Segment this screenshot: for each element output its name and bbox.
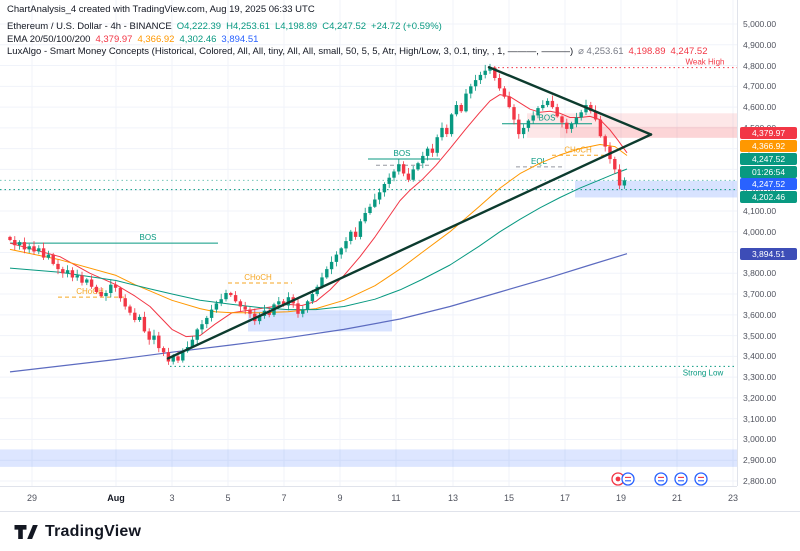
symbol-legend-value: H4,253.61: [226, 21, 270, 32]
annotation-label: CHoCH: [244, 273, 272, 282]
ema20-line: [9, 94, 628, 338]
price-axis-label: 4,000.00: [743, 226, 777, 237]
chart-title: ChartAnalysis_4 created with TradingView…: [7, 4, 315, 15]
time-tick: 15: [503, 493, 515, 503]
time-tick: 21: [671, 493, 683, 503]
symbol-legend-value: O4,222.39: [176, 21, 222, 32]
ema-legend-value: 4,379.97: [95, 33, 133, 45]
price-axis-label: 3,200.00: [743, 392, 777, 403]
event-icon: [654, 472, 668, 486]
annotation-label: CHoCH: [564, 145, 592, 154]
price-axis-label: 4,100.00: [743, 205, 777, 216]
price-axis-label: 4,600.00: [743, 102, 777, 113]
time-tick: 9: [337, 493, 343, 503]
price-chart[interactable]: BOS CHoCH CHoCH BOS BOS EQL CHoCH Weak High Stro…: [0, 0, 737, 486]
time-tick: Aug: [107, 493, 125, 503]
price-axis-label: 2,900.00: [743, 455, 777, 466]
price-axis-label: 3,000.00: [743, 434, 777, 445]
smc-legend-value: LuxAlgo - Smart Money Concepts (Historic…: [7, 46, 574, 57]
price-axis-label: 3,100.00: [743, 413, 777, 424]
symbol-legend-value: L4,198.89: [274, 21, 318, 32]
price-badge: 4,247.52: [740, 153, 797, 165]
price-axis-label: 4,200.00: [743, 185, 776, 195]
smc-legend-value: 4,247.52: [670, 46, 708, 57]
symbol-legend-value: Ethereum / U.S. Dollar - 4h - BINANCE: [7, 21, 172, 32]
annotation-label: EQL: [531, 157, 548, 166]
footer-bar: TradingView: [0, 511, 800, 551]
price-badge: 4,366.92: [740, 140, 797, 152]
symbol-legend-value: C4,247.52: [322, 21, 367, 32]
annotation-label: CHoCH: [76, 287, 104, 296]
annotation-label: BOS: [539, 114, 556, 123]
time-tick: 29: [26, 493, 38, 503]
price-axis-label: 3,700.00: [743, 289, 777, 300]
time-tick: 5: [225, 493, 231, 503]
time-axis[interactable]: 29 Aug 3 5 7 9 11 13 15 17 19 21 23: [0, 486, 739, 512]
time-tick: 23: [727, 493, 739, 503]
event-icon: [694, 472, 708, 486]
time-tick: 3: [169, 493, 175, 503]
event-icon: [674, 472, 688, 486]
annotation-label: Weak High: [686, 58, 725, 67]
tradingview-logo-text: TradingView: [45, 523, 142, 540]
smc-annotations: BOS CHoCH CHoCH BOS BOS EQL CHoCH Weak High Stro…: [10, 58, 737, 377]
price-badge: 4,202.46: [740, 190, 797, 203]
time-tick: 7: [281, 493, 287, 503]
smc-legend-row[interactable]: LuxAlgo - Smart Money Concepts (Historic…: [7, 46, 712, 59]
event-icon: [621, 472, 635, 486]
event-icons[interactable]: [611, 472, 708, 486]
price-axis-label: 3,800.00: [743, 268, 777, 279]
ema-legend-value: 4,366.92: [137, 33, 175, 45]
price-badge: 3,894.51: [740, 248, 797, 260]
ema100-line: [9, 168, 628, 311]
price-axis-label: 4,800.00: [743, 60, 777, 71]
price-axis-label: 3,600.00: [743, 309, 777, 320]
tradingview-logo-icon: [14, 525, 38, 539]
annotation-label: BOS: [140, 233, 157, 242]
legend-panel: Ethereum / U.S. Dollar - 4h - BINANCE O4,…: [7, 21, 712, 59]
price-axis-label: 4,900.00: [743, 39, 777, 50]
ema-legend-value: EMA 20/50/100/200: [7, 33, 91, 45]
smc-legend-value: ⌀ 4,253.61: [578, 46, 624, 57]
ema200-line: [9, 253, 628, 373]
tradingview-logo[interactable]: TradingView: [13, 520, 141, 544]
dotted-levels: [0, 179, 737, 191]
price-axis-label: 4,700.00: [743, 81, 777, 92]
ema50-line: [9, 144, 628, 314]
ema-legend-value: 4,302.46: [179, 33, 217, 45]
symbol-legend-value: +24.72 (+0.59%): [371, 21, 442, 32]
smc-legend-value: 4,198.89: [628, 46, 666, 57]
annotation-label: Strong Low: [683, 368, 724, 377]
trendlines[interactable]: [166, 66, 653, 360]
ema-legend-value: 3,894.51: [221, 33, 259, 45]
symbol-legend-row[interactable]: Ethereum / U.S. Dollar - 4h - BINANCE O4,…: [7, 21, 712, 34]
price-axis-label: 5,000.00: [743, 19, 777, 29]
annotation-label: BOS: [394, 149, 411, 158]
price-badge: 4,379.97: [740, 127, 797, 139]
price-badge: 01:26:54: [740, 165, 797, 178]
price-axis-label: 3,400.00: [743, 351, 777, 362]
time-tick: 13: [447, 493, 459, 503]
time-tick: 11: [391, 493, 401, 503]
time-tick: 17: [559, 493, 571, 503]
price-axis-label: 3,500.00: [743, 330, 777, 341]
price-axis-label: 2,800.00: [743, 476, 777, 486]
price-axis-label: 3,300.00: [743, 372, 777, 383]
price-badge: 4,247.52: [740, 178, 797, 190]
ema-legend-row[interactable]: EMA 20/50/100/200 4,379.97 4,366.92 4,302.4…: [7, 34, 712, 47]
time-tick: 19: [615, 493, 627, 503]
price-axis[interactable]: 5,000.00 4,900.00 4,800.00 4,700.00 4,600.00…: [737, 0, 800, 486]
